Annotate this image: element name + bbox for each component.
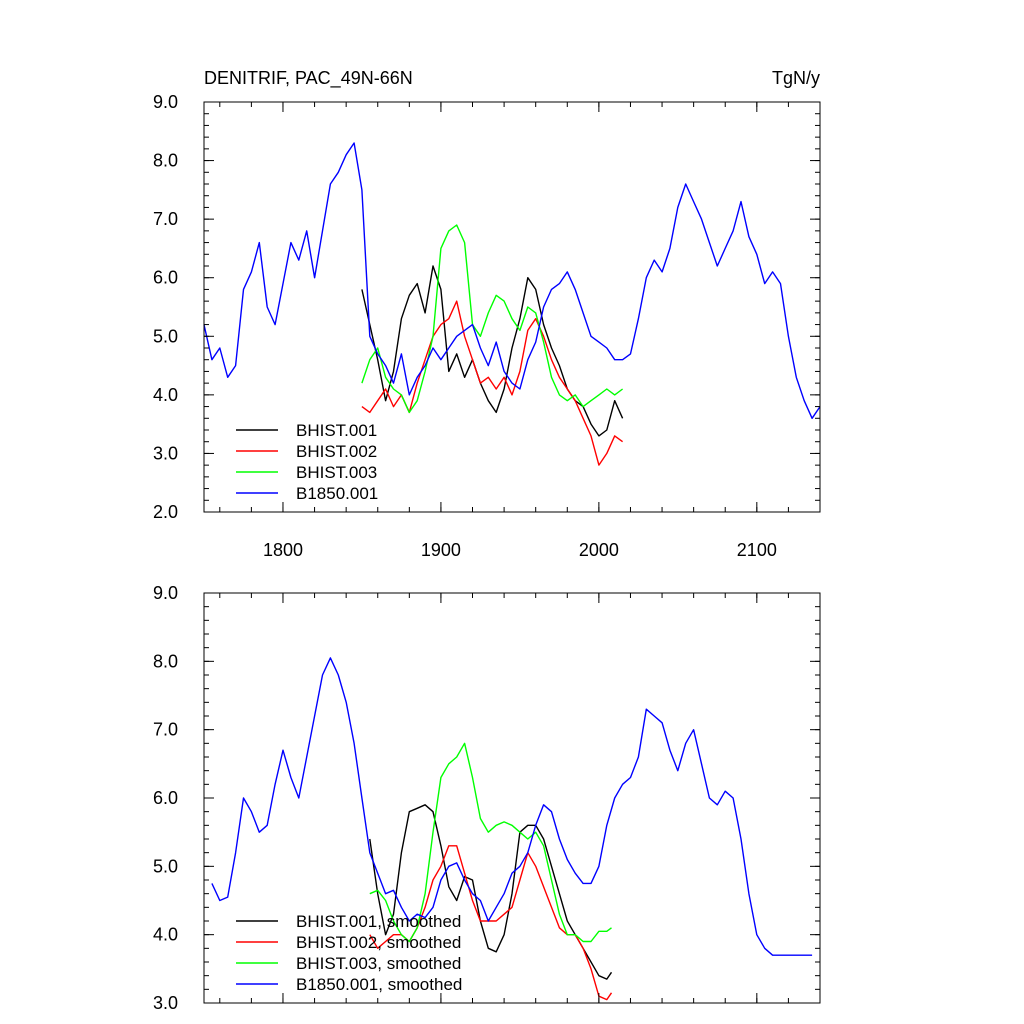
chart-title: DENITRIF, PAC_49N-66N: [204, 68, 413, 89]
legend-label: BHIST.001, smoothed: [296, 912, 461, 931]
legend-label: BHIST.003, smoothed: [296, 954, 461, 973]
bottom-legend: BHIST.001, smoothed BHIST.002, smoothed BH…: [236, 912, 462, 994]
top-legend: BHIST.001 BHIST.002 BHIST.003 B1850.001: [236, 421, 378, 503]
legend-label: B1850.001: [296, 484, 378, 503]
series-line-3: [211, 657, 813, 956]
y-tick-label: 9.0: [153, 583, 178, 603]
series-line-2: [369, 742, 612, 943]
series-line-3: [203, 142, 821, 419]
x-tick-label: 1800: [263, 540, 303, 560]
top-panel: DENITRIF, PAC_49N-66N TgN/y 2.0 3.0 4.0 5.0…: [153, 68, 821, 560]
y-tick-label: 3.0: [153, 993, 178, 1013]
series-line-2: [361, 224, 624, 414]
bottom-panel: 3.0 4.0 5.0 6.0 7.0 8.0 9.0 BHIST.001, smoothe…: [153, 583, 821, 1013]
top-axis-ticks: 2.0 3.0 4.0 5.0 6.0 7.0 8.0 9.0 1800 1900 2000 2100: [153, 92, 821, 560]
series-line-0: [369, 804, 613, 980]
series-line-0: [361, 265, 624, 437]
y-tick-label: 5.0: [153, 326, 178, 346]
y-tick-label: 7.0: [153, 209, 178, 229]
y-tick-label: 2.0: [153, 502, 178, 522]
legend-label: BHIST.002, smoothed: [296, 933, 461, 952]
y-tick-label: 7.0: [153, 720, 178, 740]
x-tick-label: 2000: [579, 540, 619, 560]
y-tick-label: 8.0: [153, 651, 178, 671]
bottom-axis-ticks: 3.0 4.0 5.0 6.0 7.0 8.0 9.0: [153, 583, 821, 1013]
y-tick-label: 4.0: [153, 385, 178, 405]
legend-label: BHIST.002: [296, 442, 377, 461]
x-tick-label: 1900: [421, 540, 461, 560]
top-plot-frame: [203, 101, 821, 513]
y-tick-label: 5.0: [153, 856, 178, 876]
x-tick-label: 2100: [737, 540, 777, 560]
y-tick-label: 6.0: [153, 268, 178, 288]
y-tick-label: 8.0: [153, 151, 178, 171]
legend-label: BHIST.001: [296, 421, 377, 440]
top-series-lines: [203, 142, 821, 466]
bottom-series-lines: [211, 657, 813, 1001]
legend-label: BHIST.003: [296, 463, 377, 482]
y-tick-label: 4.0: [153, 925, 178, 945]
y-tick-label: 6.0: [153, 788, 178, 808]
y-tick-label: 9.0: [153, 92, 178, 112]
legend-label: B1850.001, smoothed: [296, 975, 462, 994]
y-tick-label: 3.0: [153, 443, 178, 463]
units-label: TgN/y: [772, 68, 820, 88]
